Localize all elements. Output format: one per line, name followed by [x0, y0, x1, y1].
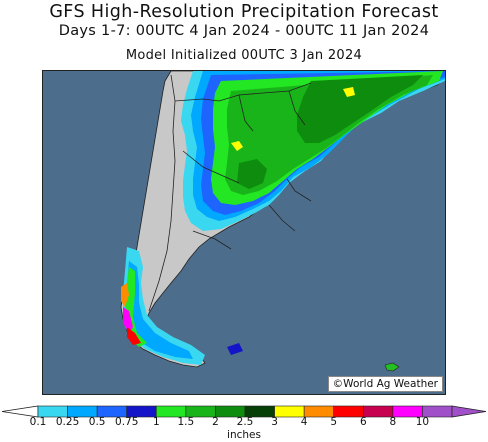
legend-tick-label: 4: [300, 416, 308, 428]
map-title: GFS High-Resolution Precipitation Foreca…: [49, 2, 439, 22]
precipitation-map: ©World Ag Weather: [42, 70, 446, 395]
legend-swatch: [333, 405, 364, 418]
legend-arrow-right: [451, 405, 487, 418]
precip-0.25-south: [127, 261, 193, 359]
legend-color-boxes: [37, 405, 453, 418]
legend-tick-label: 0.5: [88, 416, 106, 428]
model-initialized: Model Initialized 00UTC 3 Jan 2024: [125, 48, 363, 63]
precip-3-east: [343, 87, 355, 97]
precip-heavy-patagonia-2: [121, 283, 129, 307]
legend-tick-label: 5: [330, 416, 338, 428]
falkland-islands: [384, 362, 400, 372]
forecast-period: Days 1-7: 00UTC 4 Jan 2024 - 00UTC 11 Ja…: [58, 23, 430, 39]
precip-patagonia-spot: [227, 343, 243, 355]
legend-swatch: [362, 405, 394, 418]
country-borders: [148, 74, 312, 312]
legend-tick-label: 1.5: [177, 416, 195, 428]
legend-tick-label: 0.25: [55, 416, 80, 428]
legend-swatch: [303, 405, 335, 418]
precip-legend: [1, 405, 487, 418]
legend-tick-label: 6: [359, 416, 367, 428]
legend-tick-label: 1: [152, 416, 160, 428]
legend-tick-label: 10: [415, 416, 430, 428]
legend-tick-label: 2: [212, 416, 219, 428]
precip-2: [297, 75, 423, 143]
legend-tick-label: 3: [271, 416, 278, 428]
legend-tick-label: 0.75: [115, 416, 139, 428]
legend-tick-label: 0.1: [29, 416, 47, 428]
legend-tick-label: 2.5: [236, 416, 254, 428]
precip-3: [231, 141, 243, 151]
map-credit: ©World Ag Weather: [327, 376, 443, 392]
precip-heavy-patagonia-3: [123, 307, 133, 333]
precip-heavy-patagonia-4: [127, 327, 141, 345]
legend-units: inches: [227, 429, 261, 441]
map-canvas: [43, 71, 445, 394]
legend-swatch: [274, 405, 305, 418]
precip-2-south: [237, 159, 267, 189]
legend-tick-label: 8: [389, 416, 397, 428]
